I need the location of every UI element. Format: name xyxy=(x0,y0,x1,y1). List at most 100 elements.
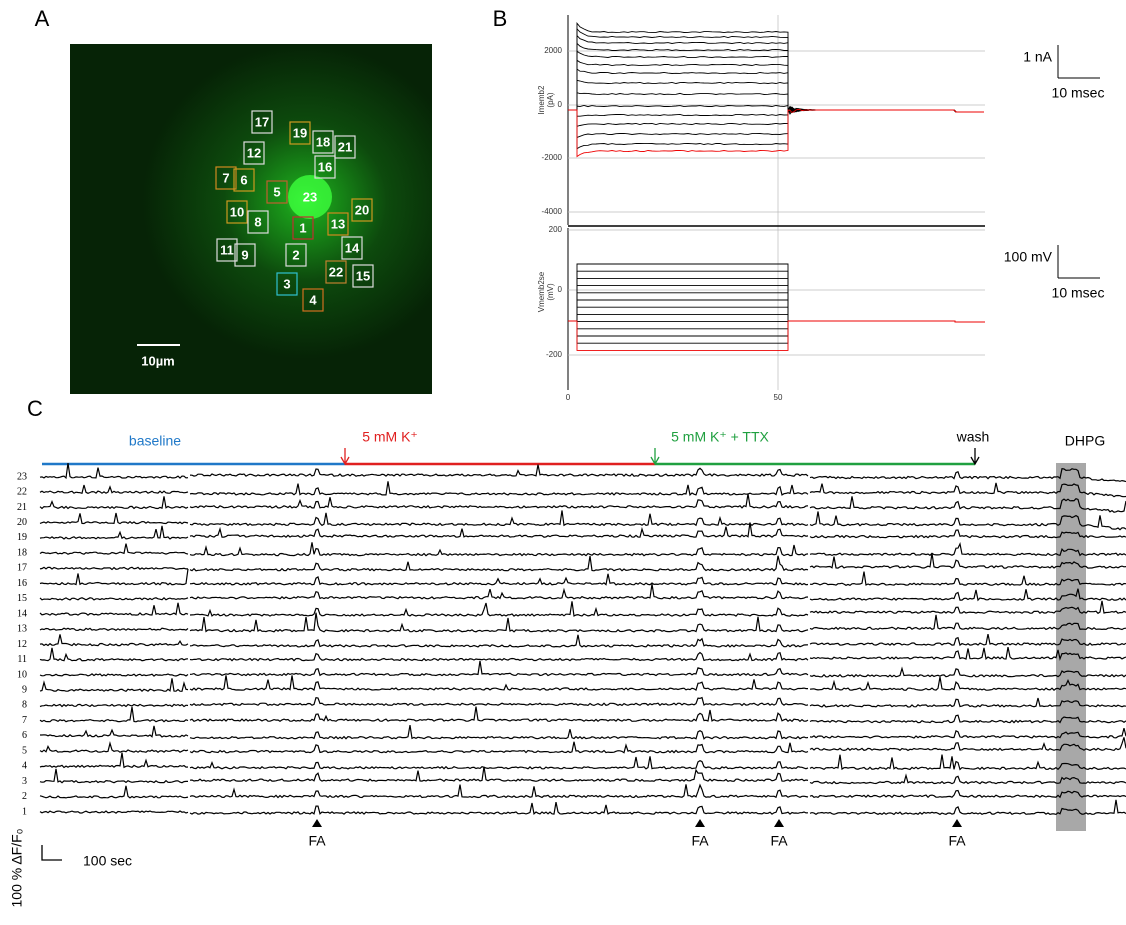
trace xyxy=(39,646,1126,662)
trace xyxy=(39,696,1126,708)
roi-label: 9 xyxy=(241,247,248,262)
roi-box xyxy=(276,272,298,296)
scale-label: 100 sec xyxy=(83,853,132,869)
roi-box xyxy=(289,121,311,145)
condition-label: 5 mM K⁺ xyxy=(362,429,418,445)
trace-label: 14 xyxy=(17,608,27,619)
current-trace xyxy=(568,106,984,117)
y-tick-label: 2000 xyxy=(544,46,562,55)
event-label: FA xyxy=(691,833,709,849)
current-trace xyxy=(568,106,984,139)
condition-label: wash xyxy=(956,429,990,445)
y-tick-label: 0 xyxy=(558,285,563,294)
roi-label: 21 xyxy=(338,139,352,154)
roi-label: 20 xyxy=(355,202,369,217)
trace-label: 21 xyxy=(17,502,27,513)
trace-label: 6 xyxy=(22,730,27,741)
trace xyxy=(39,799,1126,816)
current-trace xyxy=(568,59,984,113)
scale-label: 1 nA xyxy=(1023,49,1052,65)
trace-label: 23 xyxy=(17,471,27,482)
trace xyxy=(39,600,1126,617)
trace-label: 12 xyxy=(17,639,27,650)
voltage-trace xyxy=(568,285,985,323)
roi-label: 4 xyxy=(309,292,317,307)
event-marker xyxy=(312,819,322,827)
trace-label: 2 xyxy=(22,791,27,802)
trace-label: 15 xyxy=(17,593,27,604)
roi-label: 10 xyxy=(230,204,244,219)
roi-label: 7 xyxy=(222,170,229,185)
trace-label: 4 xyxy=(22,761,27,772)
roi-label: 1 xyxy=(299,220,306,235)
fluorescence-image xyxy=(70,44,432,394)
roi-box xyxy=(341,236,363,260)
trace xyxy=(39,522,1126,540)
x-tick-label: 50 xyxy=(774,393,783,402)
roi-label: 11 xyxy=(220,242,234,257)
event-marker xyxy=(695,819,705,827)
trace-label: 22 xyxy=(17,487,27,498)
y-axis-label: Vmemb2se xyxy=(537,271,546,312)
trace xyxy=(39,766,1126,785)
x-tick-label: 0 xyxy=(566,393,571,402)
event-marker xyxy=(952,819,962,827)
condition-label: 5 mM K⁺ + TTX xyxy=(671,429,769,445)
scale-label: 10 msec xyxy=(1052,85,1105,101)
dhpg-band xyxy=(1056,463,1086,831)
roi-box xyxy=(325,260,347,284)
roi-label: 19 xyxy=(293,125,307,140)
current-trace xyxy=(568,92,984,113)
roi-label: 5 xyxy=(273,184,280,199)
trace-label: 13 xyxy=(17,624,27,635)
roi-box xyxy=(352,264,374,288)
scale-label: 100 % ΔF/F₀ xyxy=(9,828,25,907)
panel-label: C xyxy=(27,396,43,421)
trace xyxy=(39,752,1126,771)
roi-box xyxy=(285,243,307,267)
roi-label: 12 xyxy=(247,145,261,160)
scale-label: 10 msec xyxy=(1052,285,1105,301)
arrow xyxy=(340,448,350,466)
trace-label: 11 xyxy=(17,654,27,665)
trace-label: 19 xyxy=(17,532,27,543)
arrow xyxy=(650,448,660,466)
roi-box xyxy=(251,110,273,134)
scale-bar xyxy=(41,845,62,861)
event-label: FA xyxy=(308,833,326,849)
roi-label: 2 xyxy=(292,247,299,262)
roi-box xyxy=(234,243,256,267)
roi-box xyxy=(292,216,314,240)
roi-label: 6 xyxy=(240,172,247,187)
current-trace xyxy=(568,27,984,115)
roi-box xyxy=(216,238,238,262)
roi-box xyxy=(302,288,324,312)
trace xyxy=(39,493,1126,513)
scale-label: 100 mV xyxy=(1004,249,1053,265)
roi-box xyxy=(266,180,288,204)
current-trace xyxy=(568,108,984,158)
y-tick-label: 200 xyxy=(549,225,563,234)
trace-label: 16 xyxy=(17,578,27,589)
roi-box xyxy=(351,198,373,222)
y-tick-label: -2000 xyxy=(542,153,563,162)
condition-label: DHPG xyxy=(1065,433,1105,449)
trace xyxy=(39,706,1126,724)
scale-label: 10µm xyxy=(141,353,175,368)
roi-label: 3 xyxy=(283,276,290,291)
event-label: FA xyxy=(770,833,788,849)
y-axis-label: Imemb2 xyxy=(537,85,546,114)
trace xyxy=(39,568,1126,587)
roi-box xyxy=(334,135,356,159)
trace xyxy=(40,724,1126,740)
soma xyxy=(288,175,332,219)
trace xyxy=(39,553,1126,572)
current-trace xyxy=(568,42,984,113)
trace xyxy=(39,783,1126,799)
current-trace xyxy=(568,79,984,113)
roi-label: 8 xyxy=(254,214,261,229)
event-marker xyxy=(774,819,784,827)
roi-label: 14 xyxy=(345,240,360,255)
trace xyxy=(39,612,1126,633)
